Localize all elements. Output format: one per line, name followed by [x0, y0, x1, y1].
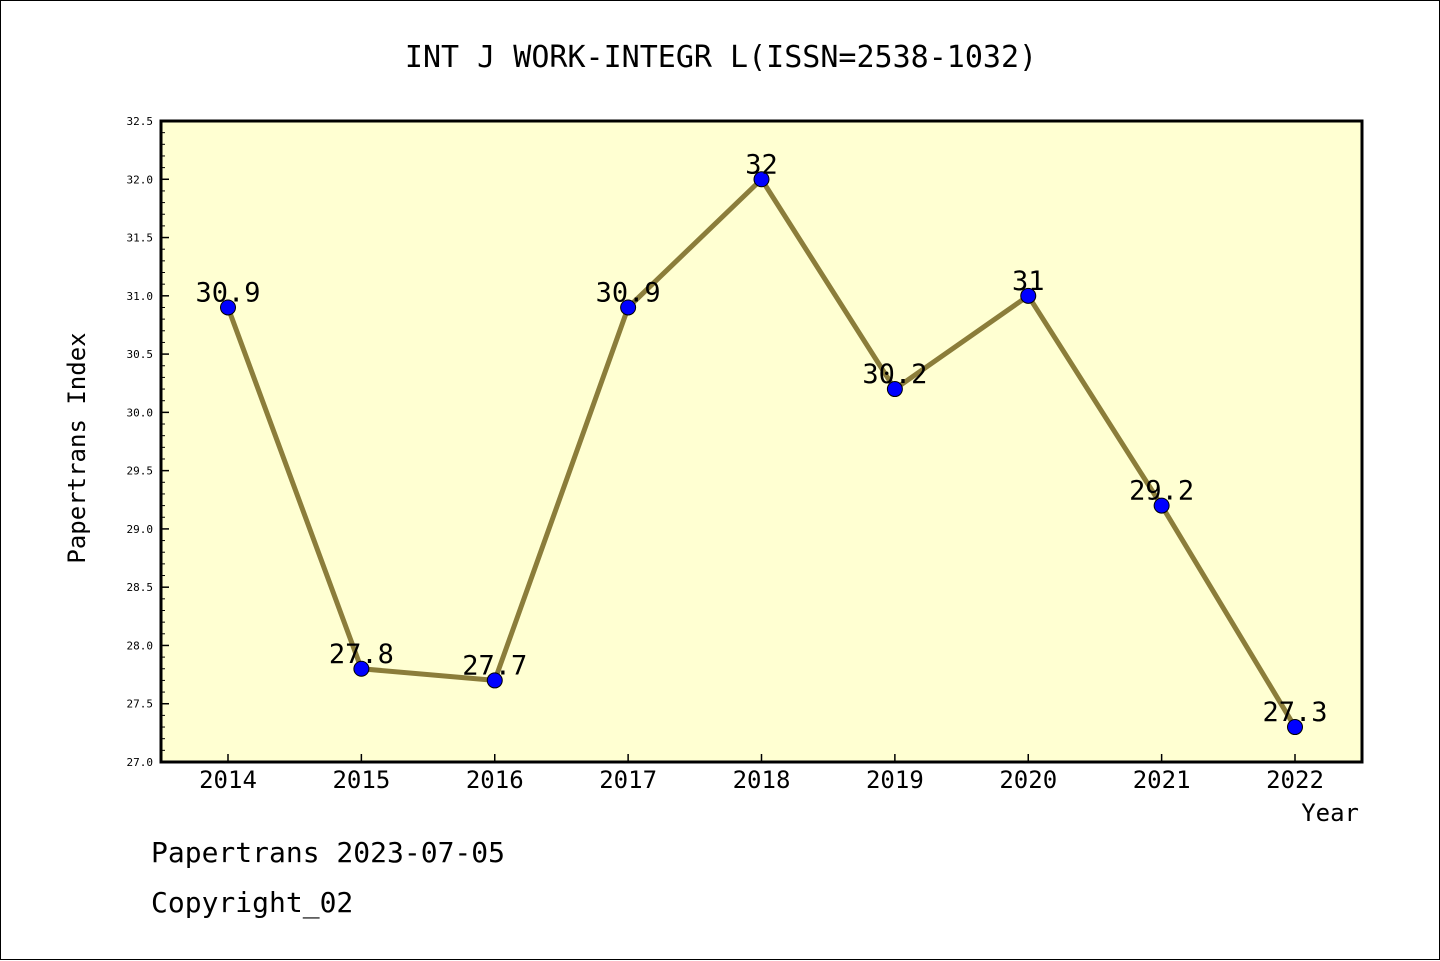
y-tick-label: 30.5	[127, 348, 154, 361]
y-tick-label: 29.5	[127, 465, 154, 478]
data-point	[1153, 497, 1170, 514]
data-label: 30.9	[195, 277, 260, 308]
y-tick-label: 29.0	[127, 523, 154, 536]
data-label: 27.8	[329, 639, 394, 670]
x-tick-label: 2018	[733, 766, 791, 794]
x-tick-label: 2015	[332, 766, 390, 794]
x-tick-label: 2022	[1266, 766, 1324, 794]
x-tick-label: 2014	[199, 766, 257, 794]
data-label: 31	[1012, 266, 1045, 297]
data-point	[886, 381, 903, 398]
chart-title: INT J WORK-INTEGR L(ISSN=2538-1032)	[405, 40, 1037, 75]
data-point	[753, 171, 770, 188]
data-label: 29.2	[1129, 476, 1194, 507]
x-tick-label: 2020	[999, 766, 1057, 794]
y-tick-label: 31.0	[127, 290, 154, 303]
y-tick-label: 32.0	[127, 173, 154, 186]
x-tick-label: 2016	[466, 766, 524, 794]
series-layer: 30.9 27.8 27.7 30.9 32 30.2 31 29.2 27.3	[195, 149, 1328, 736]
data-label: 27.3	[1262, 697, 1327, 728]
footer-date: Papertrans 2023-07-05	[151, 836, 506, 869]
y-tick-label: 31.5	[127, 232, 154, 245]
data-label: 30.2	[862, 359, 927, 390]
data-point	[1287, 719, 1303, 736]
y-axis-label: Papertrans Index	[63, 332, 91, 563]
x-tick-label: 2019	[866, 766, 924, 794]
y-tick-label: 30.0	[127, 406, 154, 419]
data-label: 30.9	[596, 277, 661, 308]
x-axis-label: Year	[1301, 799, 1359, 827]
data-label: 27.7	[462, 650, 527, 681]
footer-copyright: Copyright_02	[151, 886, 354, 919]
data-point	[220, 299, 236, 316]
y-tick-label: 27.0	[127, 756, 154, 769]
y-tick-label: 28.5	[127, 581, 154, 594]
x-tick-label: 2021	[1133, 766, 1191, 794]
x-tick-label: 2017	[599, 766, 657, 794]
data-point	[1020, 287, 1037, 304]
data-point	[486, 672, 503, 689]
y-axis: 27.0 27.5 28.0 28.5 29.0 29.5 30.0 30.5 31.0 31.5…	[127, 115, 169, 769]
data-point	[620, 299, 637, 316]
data-label: 32	[745, 149, 778, 180]
y-tick-label: 32.5	[127, 115, 154, 128]
y-tick-label: 27.5	[127, 698, 154, 711]
y-tick-label: 28.0	[127, 639, 154, 652]
plot-area	[159, 119, 1364, 764]
data-point	[353, 660, 370, 677]
x-axis: 2014 2015 2016 2017 2018 2019 2020 2021 2022	[199, 754, 1324, 794]
